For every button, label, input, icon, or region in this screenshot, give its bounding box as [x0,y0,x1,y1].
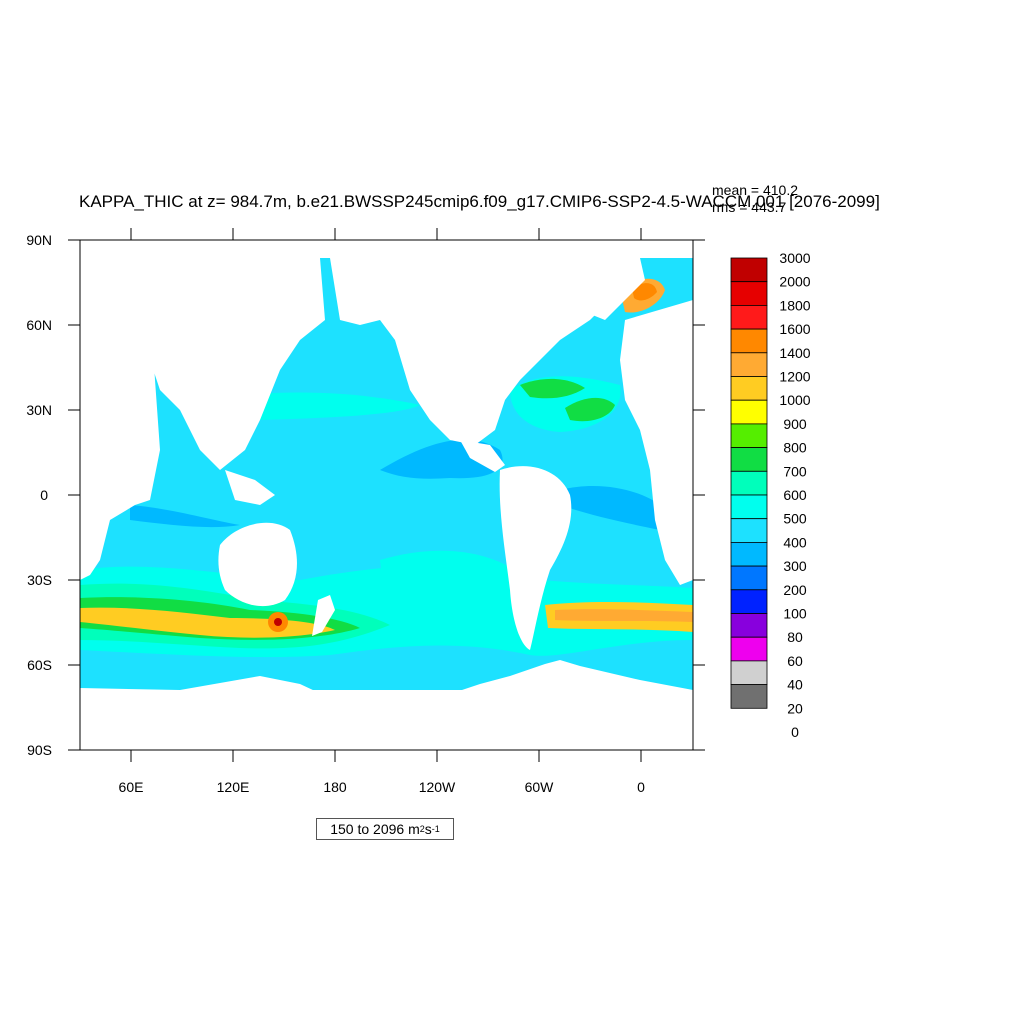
colorbar-label: 20 [787,700,803,716]
colorbar-box [730,542,768,567]
lon-axis: 60E 120E 180 120W 60W 0 [119,228,645,795]
tasman-hotspot-core [274,618,282,626]
greenland-land [560,258,645,320]
colorbar-box [730,447,768,472]
new-zealand-land [312,595,335,636]
asia-land [130,258,325,470]
lat-label-30n: 30N [26,402,52,418]
colorbar-label: 500 [783,511,807,527]
colorbar-box [730,470,768,496]
tropical-atlantic-low [560,485,660,530]
colorbar-label: 800 [783,440,807,456]
lon-label-60w: 60W [525,779,555,795]
lat-label-60n: 60N [26,317,52,333]
mean-stat: mean = 410.2 [712,182,799,198]
africa-land [80,240,160,580]
map-field [80,240,693,750]
colorbar-box [730,684,768,709]
maritime-continent [225,470,275,505]
nordic-seas-core [632,283,657,301]
colorbar-box [730,281,768,306]
colorbar-label: 1200 [779,369,810,385]
colorbar-label: 1600 [779,321,810,337]
colorbar-box [730,660,768,686]
range-unit-sup1: 2 [419,824,425,834]
indian-ocean-low [130,505,240,528]
colorbar-label: 80 [787,629,803,645]
north-america-land [330,258,610,445]
colorbar-box [730,328,768,354]
colorbar: 3000200018001600140012001000900800700600… [730,250,811,740]
colorbar-box [730,399,768,425]
acc-band-max [80,607,335,638]
colorbar-box [730,636,768,662]
colorbar-label: 600 [783,487,807,503]
lat-label-60s: 60S [27,657,52,673]
lat-axis: 90N 60N 30N 0 30S 60S 90S [26,232,705,758]
colorbar-label: 2000 [779,274,810,290]
arctic-land [80,240,693,258]
colorbar-box [730,304,768,330]
colorbar-box [730,494,768,520]
lon-label-0: 0 [637,779,645,795]
colorbar-box [730,352,768,377]
lat-label-90s: 90S [27,742,52,758]
range-unit-mid: s [424,821,432,837]
colorbar-label: 200 [783,582,807,598]
atlantic-acc-core [555,609,693,622]
colorbar-label: 3000 [779,250,810,266]
south-pacific-high [380,550,517,640]
colorbar-box [730,423,768,448]
lat-label-30s: 30S [27,572,52,588]
gulf-stream-core [520,378,585,399]
lon-label-120w: 120W [419,779,456,795]
range-text: 150 to 2096 m [330,821,420,837]
colorbar-label: 40 [787,677,803,693]
colorbar-label: 60 [787,653,803,669]
range-unit-sup2: -1 [431,824,440,834]
colorbar-label: 300 [783,558,807,574]
plot-title: KAPPA_THIC at z= 984.7m, b.e21.BWSSP245c… [79,192,880,211]
colorbar-label: 700 [783,463,807,479]
central-america-land [460,440,505,472]
colorbar-box [730,518,768,543]
australia-land [218,522,297,607]
colorbar-label: 900 [783,416,807,432]
north-atlantic-core [565,397,615,422]
lon-label-60e: 60E [119,779,144,795]
lon-label-180: 180 [323,779,347,795]
rms-stat: rms = 443.7 [712,199,787,215]
colorbar-label: 100 [783,606,807,622]
lon-label-120e: 120E [217,779,250,795]
colorbar-label: 1800 [779,297,810,313]
colorbar-box [730,613,768,638]
colorbar-box [730,589,768,614]
lat-label-0: 0 [40,487,48,503]
colorbar-label: 1000 [779,392,810,408]
colorbar-label: 1400 [779,345,810,361]
lat-label-90n: 90N [26,232,52,248]
kuroshio-band [240,392,420,420]
colorbar-box [730,257,768,283]
colorbar-label: 400 [783,534,807,550]
south-america-land [499,466,572,650]
europe-africa-right [620,300,693,585]
colorbar-box [730,376,768,401]
colorbar-label: 0 [791,724,799,740]
colorbar-box [730,565,768,591]
antarctic-coast [80,660,693,750]
